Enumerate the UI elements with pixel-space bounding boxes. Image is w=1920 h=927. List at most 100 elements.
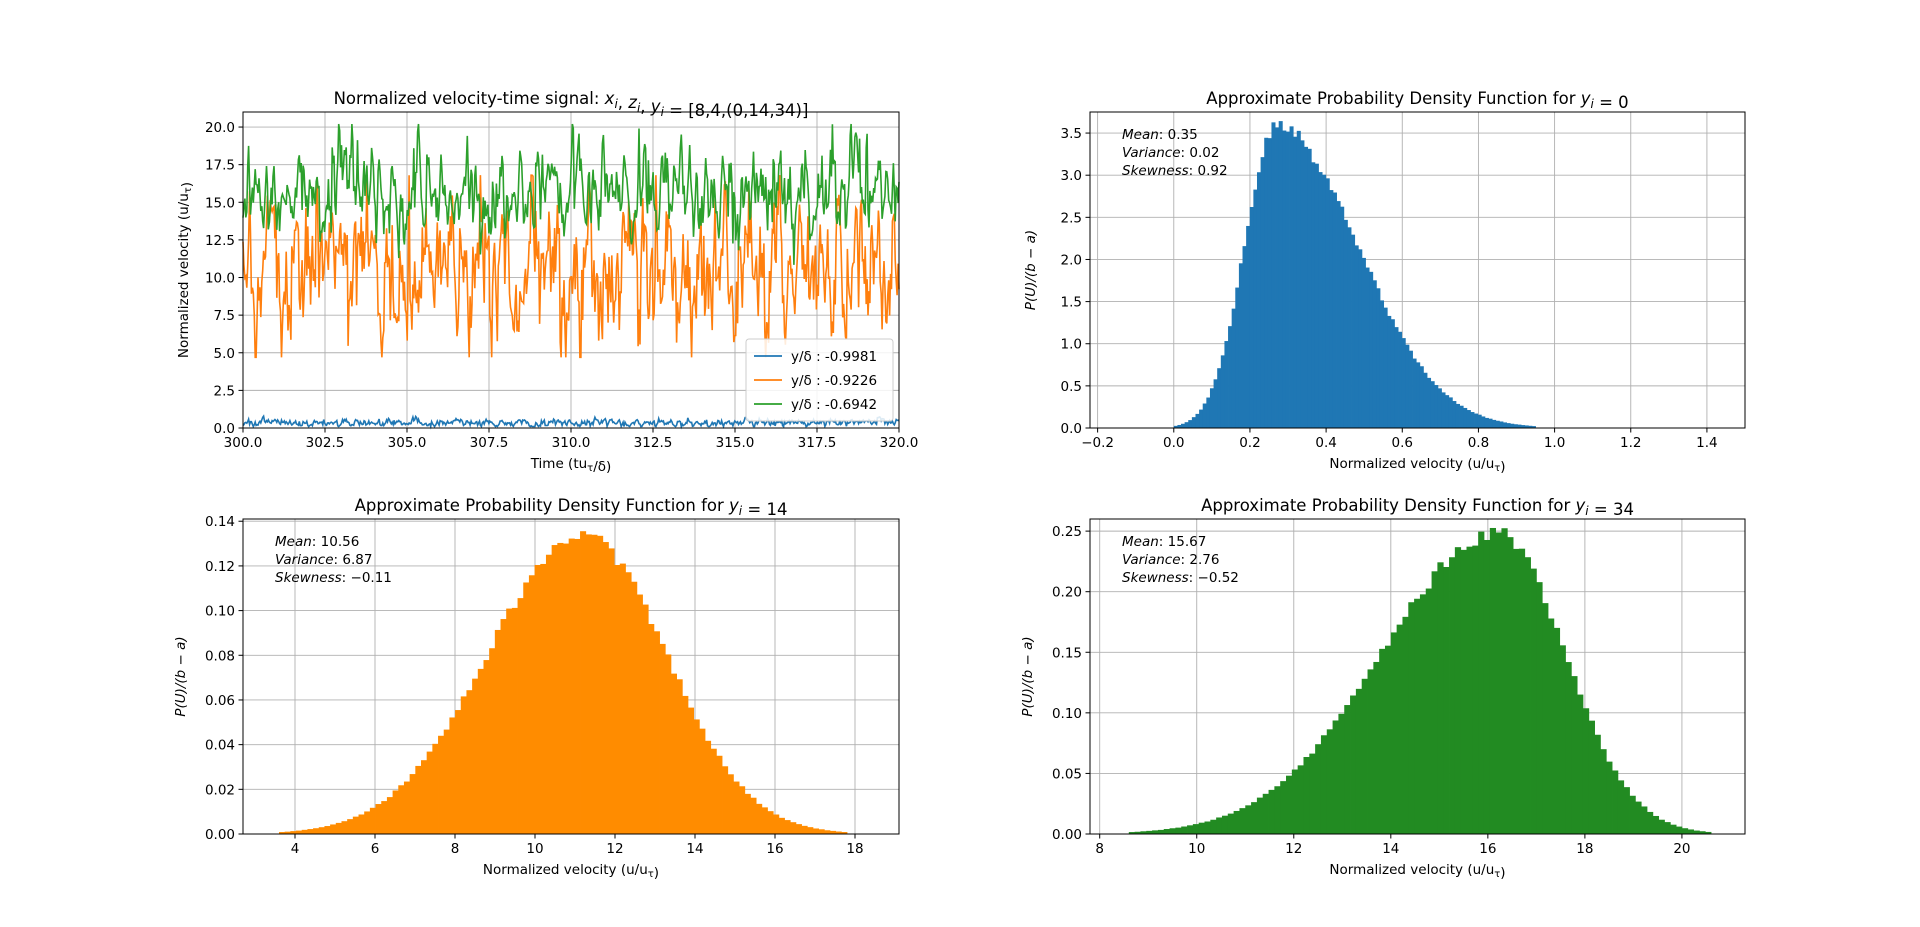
histogram-bar [1477,414,1482,428]
histogram-bar [773,814,780,834]
histogram-bar [1676,826,1683,834]
y-tick-label: 15.0 [205,195,235,211]
histogram-bar [1238,263,1243,428]
histogram-bar [494,629,501,834]
histogram-bar [636,594,643,834]
histogram-bar [1408,602,1415,834]
histogram-bar [1489,527,1497,834]
histogram-bar [472,678,479,834]
histogram-bar [1524,425,1529,428]
histogram-bar [1338,713,1345,834]
legend-label-3: y/δ : -0.6942 [791,397,877,413]
histogram-bar [1499,421,1504,428]
histogram-bar [398,785,405,834]
histogram-bar [1481,416,1486,428]
histogram-bar [682,695,689,834]
histogram-bar [1245,805,1252,834]
histogram-bar [477,668,484,834]
histogram-bar [1452,401,1457,428]
histogram-bar [1231,308,1236,428]
y-axis-label: Normalized velocity (u/uτ) [176,182,195,358]
histogram-bar [1227,813,1235,834]
histogram-bar [1192,824,1200,834]
histogram-bar [1285,131,1290,429]
x-tick-label: 1.0 [1544,435,1565,451]
histogram-bar [1365,267,1370,428]
x-tick-label: 302.5 [306,435,345,451]
histogram-bar [409,774,416,834]
histogram-bar [1163,829,1170,834]
x-tick-label: 6 [371,841,380,857]
histogram-bar [1325,178,1330,428]
histogram-bar [483,660,490,834]
histogram-bar [1441,392,1446,428]
histogram-bar [1282,130,1287,429]
x-tick-label: 1.4 [1696,435,1717,451]
y-tick-label: 3.0 [1061,168,1082,184]
x-tick-label: 14 [686,841,703,857]
histogram-bar [1401,338,1406,428]
histogram-bar [1484,417,1489,428]
histogram-bar [1448,397,1453,428]
y-tick-label: 0.00 [205,827,235,843]
histogram-bar [1434,385,1439,428]
histogram-bar [1501,528,1508,834]
histogram-bar [1347,227,1352,428]
x-tick-label: 1.2 [1620,435,1641,451]
histogram-bar [1606,761,1613,834]
histogram-bar [466,690,473,834]
series-line-1 [242,414,900,430]
x-tick-label: 305.0 [388,435,427,451]
histogram-bar [506,608,513,834]
histogram-bar [761,807,768,834]
y-axis-label: P(U)/(b − a) [173,636,189,716]
histogram-bar [489,648,496,834]
histogram-bar [795,824,802,834]
chart-title: Normalized velocity-time signal: xi, zi,… [334,89,809,120]
histogram-bar [1419,594,1427,834]
histogram-bar [1705,831,1712,834]
histogram-bar [744,793,751,834]
histogram-bar [1390,319,1395,428]
legend-label-2: y/δ : -0.9226 [791,373,877,389]
histogram-bar [330,824,337,834]
histogram-bar [1390,632,1398,834]
histogram-bar [812,828,819,834]
histogram-bar [517,598,524,834]
histogram-bar [1249,207,1254,428]
histogram-bar [778,817,785,834]
histogram-bar [1297,765,1304,834]
y-tick-label: 0.12 [205,559,235,575]
chart-title: Approximate Probability Density Function… [355,496,788,519]
axes-frame [1089,111,1746,429]
histogram-bar [1184,422,1189,428]
histogram-bar [1506,423,1511,428]
histogram-bar [1582,708,1590,834]
histogram-bar [1173,425,1178,428]
chart-pdf-3: 8 10 12 14 16 18 20 0.00 0.05 0.10 0.15 0.20 0.25 App… [1020,496,1746,881]
y-tick-label: 3.5 [1061,126,1082,142]
histogram-bar [1466,546,1473,834]
histogram-bar [1396,624,1403,834]
histogram-bar [722,766,729,834]
x-tick-label: 20 [1673,841,1690,857]
histogram-bar [1600,749,1607,834]
x-tick-label: 0.4 [1315,435,1336,451]
x-tick-label: 320.0 [880,435,919,451]
x-tick-label: 16 [1479,841,1496,857]
histogram-bar [324,826,331,834]
histogram-bar [1524,557,1531,834]
y-tick-label: 0.06 [205,693,235,709]
histogram-bar [1146,830,1153,834]
histogram-bar [568,538,575,834]
histogram-bar [296,830,303,834]
histogram-bar [1343,219,1348,428]
histogram-bar [591,534,598,834]
y-tick-label: 0.5 [1061,379,1082,395]
histogram-bar [1472,545,1479,834]
stat-annotation: Skewness: −0.52 [1122,570,1239,586]
histogram-bar [1187,825,1194,834]
histogram-bar [580,531,587,834]
histogram-bar [585,534,592,834]
histogram-bar [1134,831,1141,834]
